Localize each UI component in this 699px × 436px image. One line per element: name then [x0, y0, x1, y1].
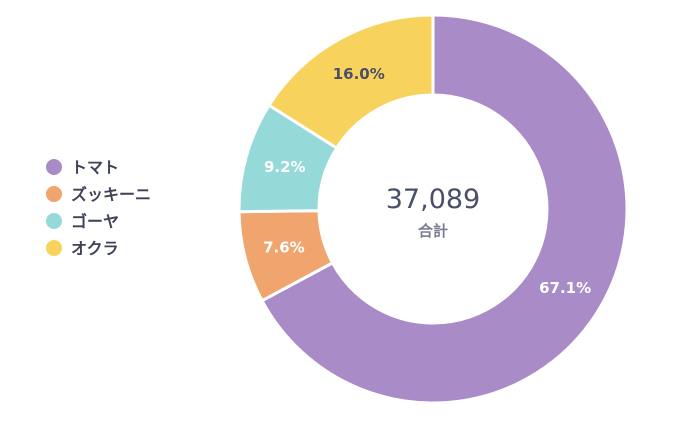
slice-labels: 67.1% 7.6% 9.2% 16.0% [263, 65, 591, 297]
legend-swatch [46, 213, 62, 229]
legend-item: ゴーヤ [46, 212, 119, 231]
total-value: 37,089 [386, 184, 480, 215]
slice-value-label: 9.2% [264, 158, 306, 176]
total-label: 合計 [417, 222, 448, 240]
slice-value-label: 16.0% [333, 65, 385, 83]
slices [237, 13, 629, 405]
legend-label: ゴーヤ [71, 212, 119, 231]
legend-item: ズッキーニ [46, 185, 151, 204]
donut-slice [267, 13, 435, 150]
legend-item: オクラ [46, 239, 119, 258]
legend-item: トマト [46, 158, 119, 177]
legend-label: トマト [71, 158, 119, 177]
slice-value-label: 67.1% [539, 279, 591, 297]
legend-swatch [46, 186, 62, 202]
legend-swatch [46, 240, 62, 256]
legend-swatch [46, 159, 62, 175]
legend-label: オクラ [71, 239, 119, 258]
legend-label: ズッキーニ [71, 185, 151, 204]
slice-value-label: 7.6% [263, 239, 305, 257]
donut-slice [260, 13, 629, 405]
